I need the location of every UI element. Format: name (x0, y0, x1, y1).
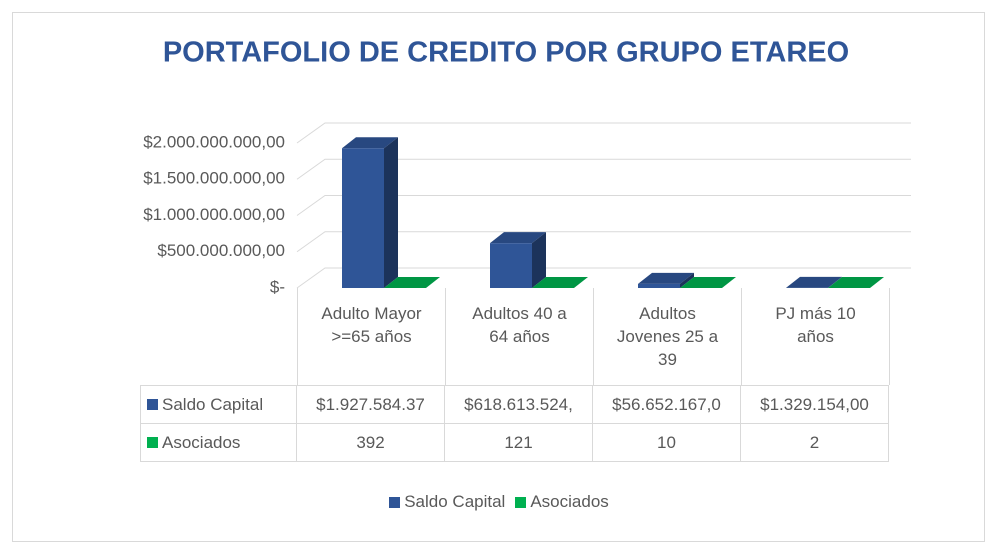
y-tick-label: $1.500.000.000,00 (143, 169, 285, 188)
table-value: $618.613.524, (444, 385, 593, 424)
y-tick-label: $500.000.000,00 (157, 241, 285, 260)
series-name: Saldo Capital (162, 393, 263, 416)
bar-front (342, 148, 384, 288)
legend-key (147, 399, 158, 410)
legend-key (147, 437, 158, 448)
legend-label: Saldo Capital (404, 492, 505, 512)
table-value: $56.652.167,0 (592, 385, 741, 424)
legend-item: Saldo Capital (389, 492, 505, 512)
chart-title: PORTAFOLIO DE CREDITO POR GRUPO ETAREO (163, 37, 849, 69)
table-value: 10 (592, 423, 741, 462)
category-label: Adultos 40 a 64 años (445, 288, 593, 385)
legend-key (389, 497, 400, 508)
y-tick-label: $2.000.000.000,00 (143, 132, 285, 151)
bar-front (490, 243, 532, 288)
table-value: 121 (444, 423, 593, 462)
table-value: 2 (740, 423, 889, 462)
row-header: Saldo Capital (140, 385, 297, 424)
category-label: Adulto Mayor >=65 años (297, 288, 445, 385)
series-name: Asociados (162, 431, 240, 454)
table-value: $1.927.584.37 (296, 385, 445, 424)
table-value: $1.329.154,00 (740, 385, 889, 424)
category-label: PJ más 10 años (741, 288, 889, 385)
table-value: 392 (296, 423, 445, 462)
category-label: Adultos Jovenes 25 a 39 (593, 288, 741, 385)
y-tick-label: $- (270, 277, 285, 296)
y-tick-label: $1.000.000.000,00 (143, 205, 285, 224)
bar-side (384, 137, 398, 288)
table-right-edge (889, 288, 890, 385)
row-header: Asociados (140, 423, 297, 462)
legend-label: Asociados (530, 492, 608, 512)
bar (342, 137, 398, 288)
bar (490, 232, 546, 288)
legend-key (515, 497, 526, 508)
legend-item: Asociados (515, 492, 608, 512)
legend: Saldo Capital Asociados (0, 492, 998, 512)
